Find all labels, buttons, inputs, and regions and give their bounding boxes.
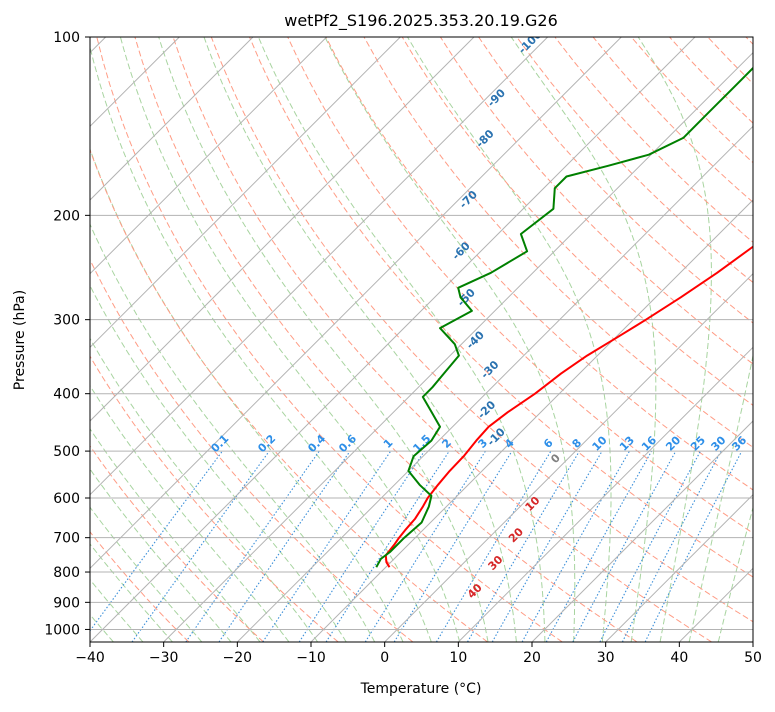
y-tick-label: 400 <box>53 387 80 403</box>
chart-title: wetPf2_S196.2025.353.20.19.G26 <box>284 11 558 31</box>
y-tick-label: 600 <box>53 491 80 507</box>
y-tick-label: 700 <box>53 531 80 547</box>
y-tick-label: 800 <box>53 565 80 581</box>
y-tick-label: 500 <box>53 444 80 460</box>
x-tick-label: 40 <box>670 650 688 666</box>
x-tick-label: 0 <box>380 650 389 666</box>
x-tick-label: −40 <box>75 650 105 666</box>
x-tick-label: −30 <box>149 650 179 666</box>
y-tick-label: 100 <box>53 30 80 46</box>
y-axis-label: Pressure (hPa) <box>12 290 28 390</box>
x-tick-label: 10 <box>449 650 467 666</box>
x-tick-label: 50 <box>744 650 762 666</box>
x-tick-label: −10 <box>296 650 326 666</box>
y-tick-label: 1000 <box>44 622 80 638</box>
y-tick-label: 200 <box>53 208 80 224</box>
y-tick-label: 300 <box>53 313 80 329</box>
x-tick-label: 30 <box>597 650 615 666</box>
x-axis-label: Temperature (°C) <box>360 681 482 697</box>
y-tick-label: 900 <box>53 595 80 611</box>
x-tick-label: 20 <box>523 650 541 666</box>
x-tick-label: −20 <box>223 650 253 666</box>
